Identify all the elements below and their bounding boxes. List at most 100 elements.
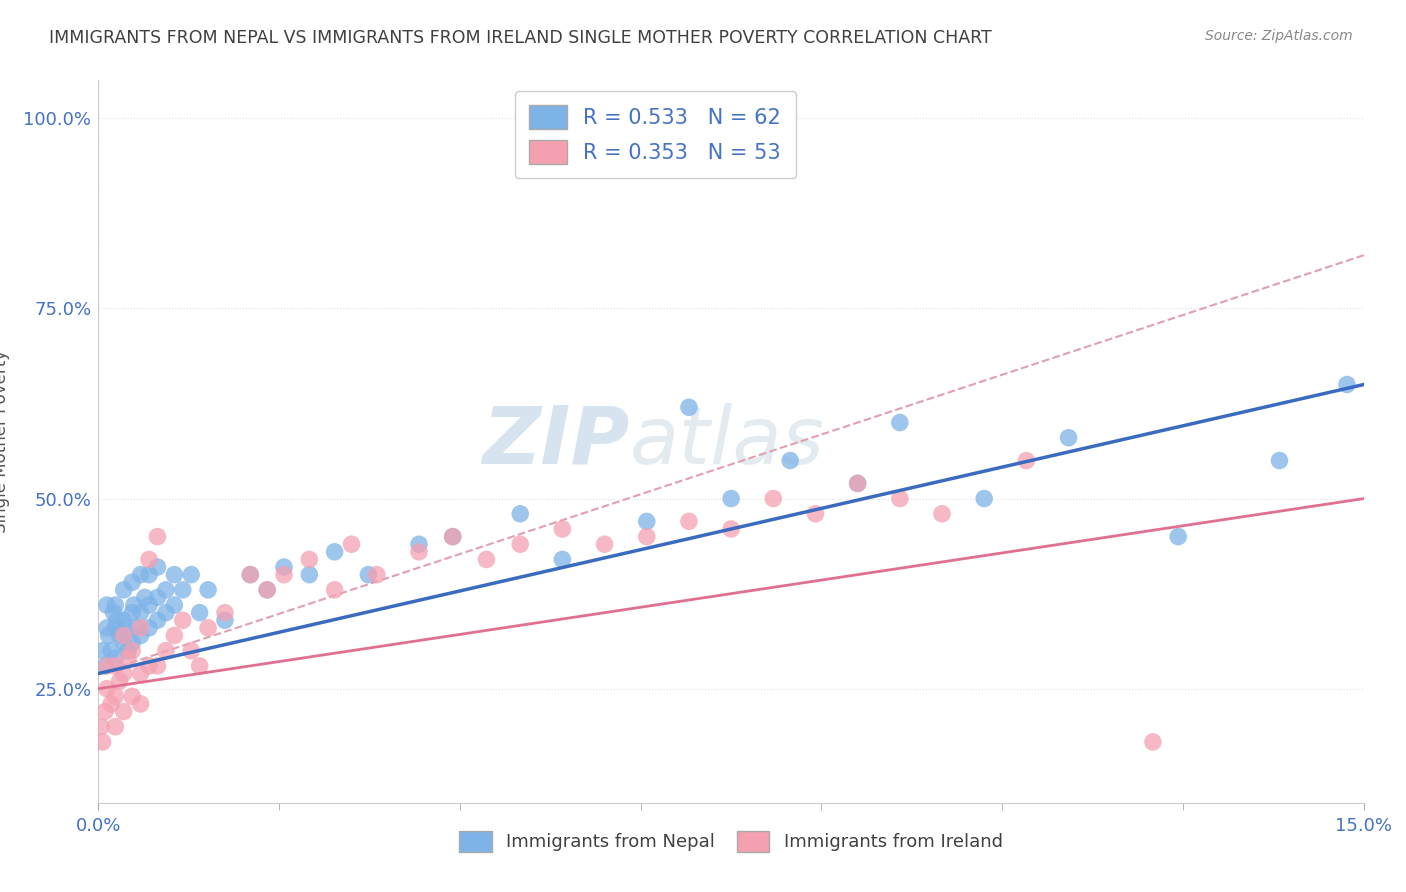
Point (94, 705, 117, 719)
Point (441, 530, 464, 544)
Point (104, 659, 127, 673)
Point (112, 705, 135, 719)
Point (121, 643, 143, 657)
Point (931, 507, 953, 521)
Point (340, 537, 363, 551)
Point (636, 530, 658, 544)
Point (163, 598, 186, 612)
Point (103, 606, 125, 620)
Point (155, 606, 177, 620)
Point (112, 636, 135, 650)
Point (323, 582, 346, 597)
Point (117, 651, 139, 665)
Point (104, 690, 127, 704)
Point (146, 591, 169, 605)
Text: atlas: atlas (630, 402, 825, 481)
Point (720, 491, 742, 506)
Point (1142, 735, 1164, 749)
Point (357, 567, 380, 582)
Point (889, 416, 911, 430)
Point (138, 598, 160, 612)
Point (121, 606, 143, 620)
Point (121, 636, 143, 650)
Point (146, 659, 169, 673)
Point (197, 621, 219, 635)
Point (273, 567, 295, 582)
Point (551, 522, 574, 536)
Point (1336, 377, 1358, 392)
Point (475, 552, 498, 566)
Point (129, 621, 152, 635)
Point (114, 621, 136, 635)
Point (112, 628, 135, 642)
Point (138, 567, 160, 582)
Point (509, 507, 531, 521)
Point (239, 567, 262, 582)
Point (129, 697, 152, 711)
Point (90, 720, 112, 734)
Point (172, 582, 194, 597)
Point (117, 643, 139, 657)
Point (91, 735, 114, 749)
Point (408, 537, 430, 551)
Point (551, 552, 574, 566)
Point (678, 401, 700, 415)
Point (973, 491, 995, 506)
Text: Source: ZipAtlas.com: Source: ZipAtlas.com (1205, 29, 1353, 43)
Point (678, 515, 700, 529)
Point (188, 606, 211, 620)
Point (104, 621, 127, 635)
Point (108, 674, 131, 689)
Point (97, 628, 120, 642)
Point (804, 507, 827, 521)
Point (121, 690, 143, 704)
Point (138, 621, 160, 635)
Point (762, 491, 785, 506)
Point (256, 582, 278, 597)
Point (94, 659, 117, 673)
Point (122, 598, 145, 612)
Point (138, 552, 160, 566)
Point (129, 628, 152, 642)
Point (188, 659, 211, 673)
Point (779, 453, 801, 467)
Point (112, 613, 135, 627)
Point (214, 606, 236, 620)
Point (96, 681, 118, 696)
Point (1167, 530, 1189, 544)
Point (366, 567, 388, 582)
Point (1268, 453, 1291, 467)
Point (172, 613, 194, 627)
Text: IMMIGRANTS FROM NEPAL VS IMMIGRANTS FROM IRELAND SINGLE MOTHER POVERTY CORRELATI: IMMIGRANTS FROM NEPAL VS IMMIGRANTS FROM… (49, 29, 993, 46)
Legend: Immigrants from Nepal, Immigrants from Ireland: Immigrants from Nepal, Immigrants from I… (453, 823, 1010, 859)
Point (96, 598, 118, 612)
Point (163, 628, 186, 642)
Point (96, 621, 118, 635)
Point (105, 613, 128, 627)
Point (180, 643, 202, 657)
Point (121, 575, 143, 590)
Point (441, 530, 464, 544)
Point (889, 491, 911, 506)
Point (1057, 431, 1080, 445)
Point (846, 476, 869, 491)
Point (104, 651, 127, 665)
Point (129, 567, 152, 582)
Point (298, 552, 321, 566)
Point (146, 530, 169, 544)
Point (323, 545, 346, 559)
Point (112, 666, 135, 681)
Point (104, 598, 127, 612)
Point (636, 515, 658, 529)
Point (129, 606, 152, 620)
Point (846, 476, 869, 491)
Y-axis label: Single Mother Poverty: Single Mother Poverty (0, 350, 10, 533)
Point (256, 582, 278, 597)
Point (155, 582, 177, 597)
Point (104, 720, 127, 734)
Point (125, 621, 148, 635)
Point (214, 613, 236, 627)
Point (593, 537, 616, 551)
Point (100, 697, 122, 711)
Point (138, 659, 160, 673)
